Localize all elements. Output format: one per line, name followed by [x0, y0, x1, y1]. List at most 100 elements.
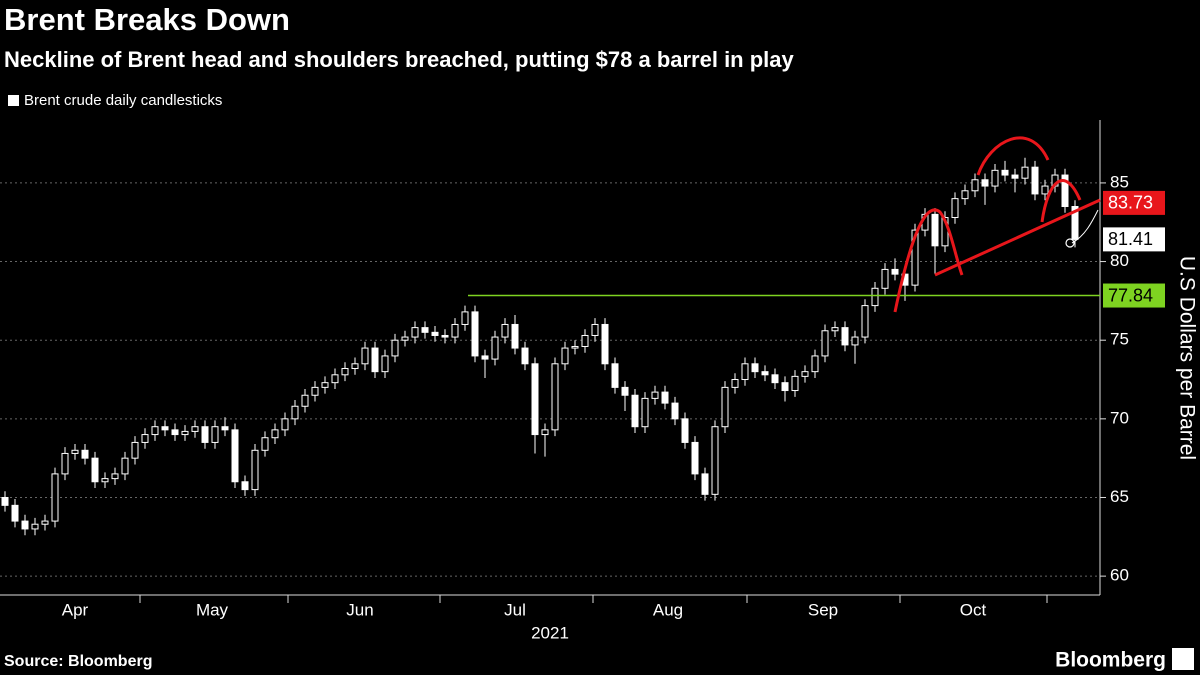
candle-body: [611, 363, 619, 388]
candle-body: [141, 434, 149, 443]
chart-title: Brent Breaks Down: [4, 2, 290, 37]
candle-body: [61, 452, 69, 475]
candle-body: [41, 520, 49, 525]
y-tick-label: 60: [1110, 566, 1129, 585]
last-price-label: 81.41: [1108, 229, 1153, 249]
candle-body: [581, 334, 589, 347]
candle-body: [891, 268, 899, 275]
x-tick-label: Jun: [346, 600, 373, 619]
x-tick-label: Jul: [504, 600, 526, 619]
candle-body: [741, 363, 749, 381]
y-tick-label: 80: [1110, 251, 1129, 270]
y-tick-label: 75: [1110, 330, 1129, 349]
candle-body: [201, 426, 209, 443]
neckline-price-box: [1103, 190, 1165, 215]
y-tick-label: 65: [1110, 487, 1129, 506]
candle-body: [131, 441, 139, 459]
head: [976, 136, 1050, 176]
candle-body: [871, 287, 879, 307]
candle-body: [1041, 185, 1049, 195]
brand-icon: [1172, 648, 1194, 670]
candle-body: [21, 520, 29, 530]
candle-body: [761, 371, 769, 376]
candle-body: [561, 347, 569, 365]
candle-body: [531, 363, 539, 436]
candle-body: [471, 311, 479, 357]
candle-body: [1061, 174, 1069, 208]
candle-body: [401, 336, 409, 341]
x-tick-label: Oct: [960, 600, 987, 619]
legend-swatch: [8, 95, 19, 106]
candle-body: [571, 345, 579, 349]
candle-body: [451, 323, 459, 338]
candle-body: [121, 457, 129, 475]
candle-body: [1, 496, 9, 506]
candle-body: [421, 327, 429, 333]
candle-body: [731, 379, 739, 388]
x-tick-label: Aug: [653, 600, 683, 619]
candle-body: [321, 382, 329, 388]
candle-body: [851, 336, 859, 346]
last-price-box: [1103, 227, 1165, 252]
candle-body: [911, 229, 919, 286]
candle-body: [681, 418, 689, 443]
candle-body: [441, 334, 449, 338]
grid-layer: [0, 120, 1106, 603]
candle-body: [101, 478, 109, 483]
left-shoulder: [893, 208, 964, 313]
candle-body: [621, 386, 629, 396]
candle-body: [1031, 166, 1039, 195]
candle-body: [1021, 166, 1029, 179]
candle-body: [821, 330, 829, 357]
candle-body: [651, 391, 659, 399]
candle-body: [521, 347, 529, 365]
candle-body: [961, 190, 969, 200]
candle-body: [381, 355, 389, 373]
candle-body: [981, 179, 989, 187]
candle-body: [971, 179, 979, 192]
candle-body: [341, 368, 349, 376]
y-axis-label: U.S Dollars per Barrel: [1175, 256, 1198, 460]
candle-body: [701, 473, 709, 495]
candle-body: [691, 441, 699, 475]
candle-body: [191, 426, 199, 432]
candle-body: [781, 382, 789, 392]
candle-body: [511, 323, 519, 349]
candle-body: [51, 473, 59, 522]
candle-body: [291, 405, 299, 420]
candle-body: [951, 198, 959, 219]
x-tick-label: May: [196, 600, 229, 619]
candle-body: [241, 481, 249, 491]
candle-body: [361, 347, 369, 365]
candle-body: [711, 426, 719, 495]
candle-body: [161, 426, 169, 431]
candle-body: [1071, 206, 1079, 240]
candle-body: [491, 336, 499, 360]
candle-body: [71, 449, 79, 454]
candle-body: [811, 355, 819, 373]
candle-body: [221, 426, 229, 431]
brand: Bloomberg: [1055, 649, 1166, 672]
candle-body: [281, 418, 289, 431]
candle-body: [251, 449, 259, 491]
neckline: [934, 198, 1101, 277]
neckline-price-label: 83.73: [1108, 193, 1153, 213]
candle-body: [541, 429, 549, 436]
candle-body: [231, 429, 239, 483]
right-shoulder: [1040, 179, 1082, 223]
candle-body: [391, 339, 399, 357]
candle-body: [671, 402, 679, 420]
candle-body: [831, 327, 839, 332]
candle-body: [1001, 169, 1009, 176]
candle-body: [1011, 174, 1019, 179]
candle-body: [791, 375, 799, 392]
candle-body: [771, 374, 779, 384]
candle-body: [271, 429, 279, 439]
candle-body: [331, 374, 339, 384]
candle-body: [881, 268, 889, 289]
candle-body: [801, 371, 809, 377]
x-axis-year: 2021: [531, 623, 569, 642]
candle-body: [111, 473, 119, 480]
x-tick-label: Apr: [62, 600, 89, 619]
